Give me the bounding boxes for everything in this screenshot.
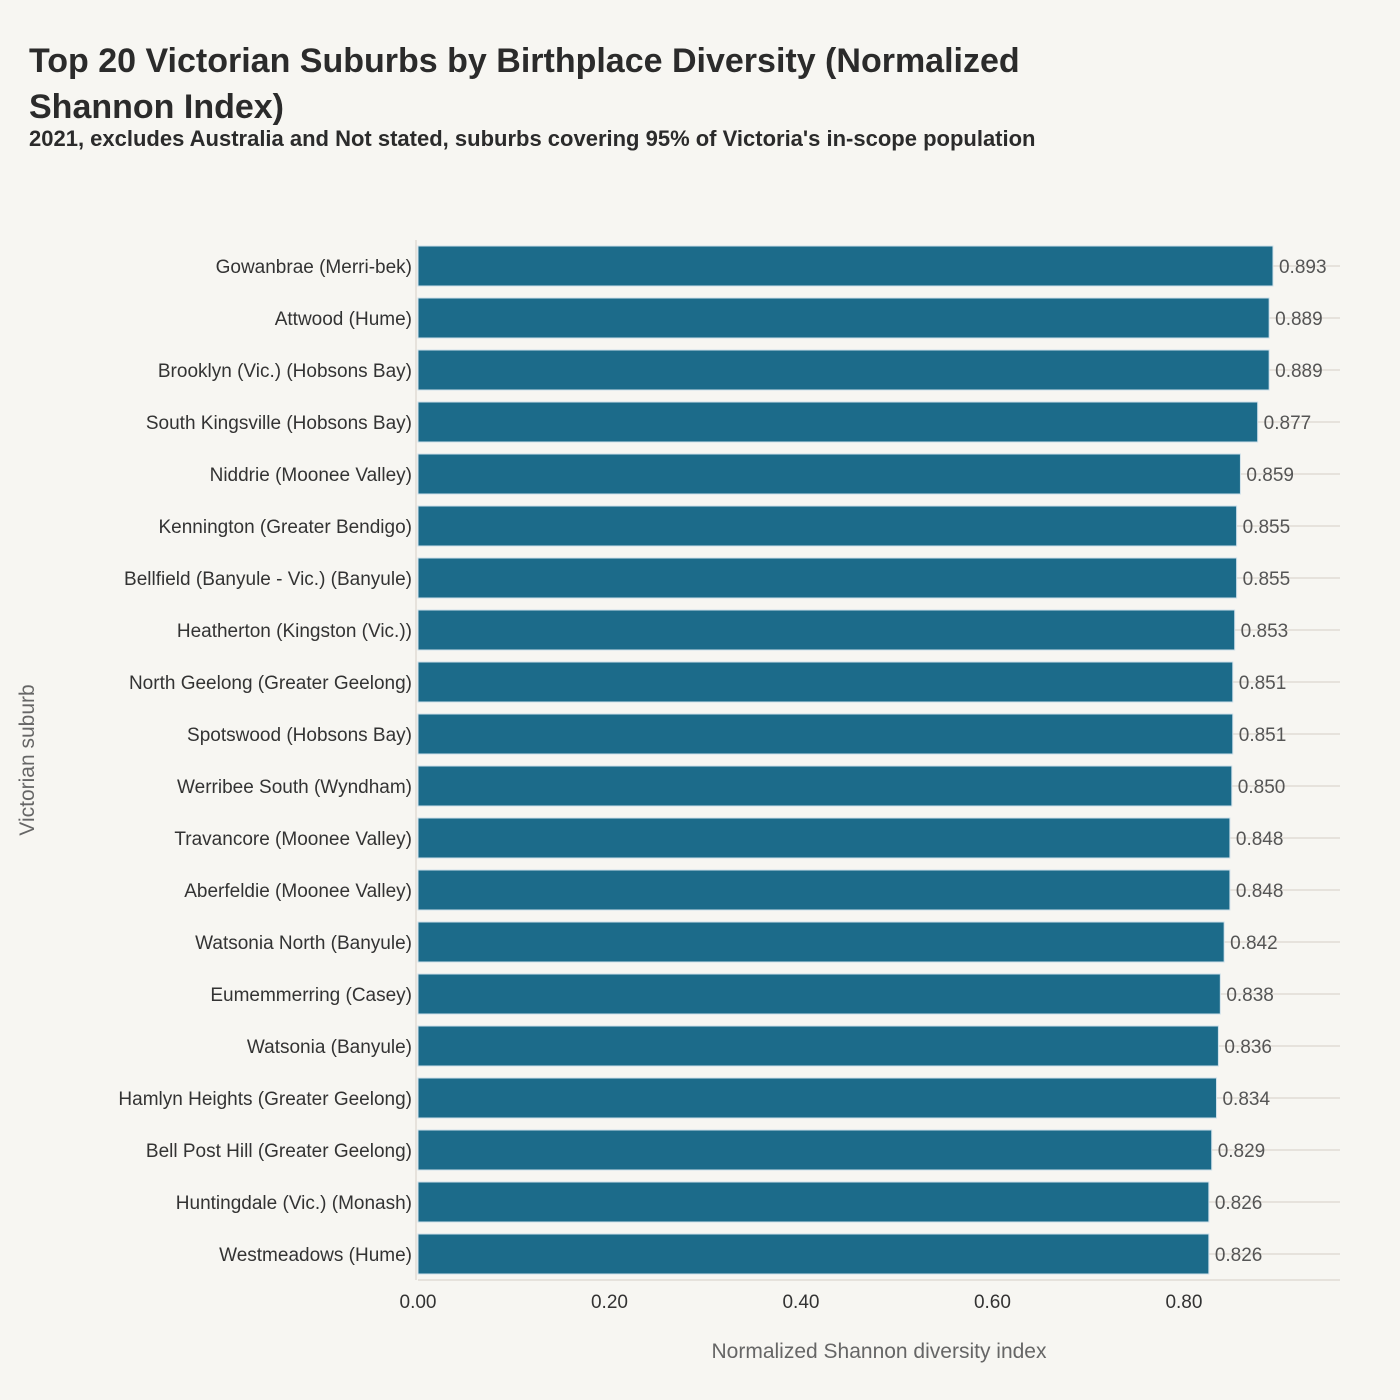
x-axis-label: Normalized Shannon diversity index — [711, 1340, 1047, 1363]
bar — [417, 349, 1270, 391]
chart-subtitle: 2021, excludes Australia and Not stated,… — [29, 126, 1036, 151]
data-label: 0.853 — [1241, 621, 1289, 642]
data-label: 0.877 — [1264, 413, 1312, 434]
data-label: 0.889 — [1275, 361, 1323, 382]
data-label: 0.889 — [1275, 309, 1323, 330]
data-label: 0.848 — [1236, 829, 1284, 850]
data-label: 0.834 — [1222, 1089, 1270, 1110]
data-label: 0.855 — [1243, 569, 1291, 590]
data-label: 0.851 — [1239, 725, 1287, 746]
x-tick-label: 0.80 — [1165, 1292, 1202, 1313]
y-tick-label: Kennington (Greater Bendigo) — [159, 517, 413, 538]
data-label: 0.842 — [1230, 933, 1278, 954]
bar — [417, 245, 1274, 287]
bar — [417, 817, 1231, 859]
y-tick-label: Bellfield (Banyule - Vic.) (Banyule) — [124, 569, 412, 590]
chart-title: Top 20 Victorian Suburbs by Birthplace D… — [29, 42, 1020, 126]
bar — [417, 1181, 1210, 1223]
data-label: 0.850 — [1238, 777, 1286, 798]
bar — [417, 973, 1221, 1015]
data-label: 0.829 — [1218, 1141, 1266, 1162]
y-tick-label: Attwood (Hume) — [275, 309, 412, 330]
y-tick-label: Eumemmerring (Casey) — [210, 985, 412, 1006]
data-label: 0.838 — [1226, 985, 1274, 1006]
x-tick-label: 0.20 — [591, 1292, 628, 1313]
data-label: 0.826 — [1215, 1193, 1263, 1214]
bar — [417, 505, 1238, 547]
data-label: 0.893 — [1279, 257, 1327, 278]
y-tick-label: Brooklyn (Vic.) (Hobsons Bay) — [158, 361, 412, 382]
bar — [417, 1077, 1217, 1119]
y-tick-label: Heatherton (Kingston (Vic.)) — [177, 621, 412, 642]
data-label: 0.848 — [1236, 881, 1284, 902]
y-tick-label: Gowanbrae (Merri-bek) — [216, 257, 412, 278]
bar — [417, 297, 1270, 339]
bar — [417, 765, 1233, 807]
bar — [417, 921, 1225, 963]
y-tick-label: South Kingsville (Hobsons Bay) — [146, 413, 412, 434]
bar — [417, 1025, 1219, 1067]
bar — [417, 453, 1241, 495]
bar — [417, 1233, 1210, 1275]
bar — [417, 609, 1236, 651]
bar — [417, 557, 1238, 599]
y-tick-label: Hamlyn Heights (Greater Geelong) — [118, 1089, 412, 1110]
x-tick-label: 0.40 — [782, 1292, 819, 1313]
bar — [417, 401, 1259, 443]
data-label: 0.826 — [1215, 1245, 1263, 1266]
y-tick-label: North Geelong (Greater Geelong) — [129, 673, 412, 694]
data-label: 0.859 — [1246, 465, 1294, 486]
y-axis-label: Victorian suburb — [16, 684, 39, 835]
data-label: 0.851 — [1239, 673, 1287, 694]
data-label: 0.836 — [1224, 1037, 1272, 1058]
y-tick-label: Spotswood (Hobsons Bay) — [187, 725, 412, 746]
bar — [417, 713, 1234, 755]
y-tick-label: Aberfeldie (Moonee Valley) — [184, 881, 412, 902]
y-tick-label: Westmeadows (Hume) — [219, 1245, 412, 1266]
y-tick-label: Watsonia North (Banyule) — [195, 933, 412, 954]
bar — [417, 661, 1234, 703]
y-tick-label: Werribee South (Wyndham) — [177, 777, 412, 798]
y-tick-label: Niddrie (Moonee Valley) — [210, 465, 412, 486]
bar — [417, 869, 1231, 911]
y-tick-label: Travancore (Moonee Valley) — [174, 829, 412, 850]
data-label: 0.855 — [1243, 517, 1291, 538]
bar — [417, 1129, 1213, 1171]
x-tick-label: 0.00 — [400, 1292, 437, 1313]
y-tick-label: Watsonia (Banyule) — [247, 1037, 412, 1058]
x-tick-label: 0.60 — [974, 1292, 1011, 1313]
y-tick-label: Bell Post Hill (Greater Geelong) — [146, 1141, 412, 1162]
y-tick-label: Huntingdale (Vic.) (Monash) — [176, 1193, 412, 1214]
